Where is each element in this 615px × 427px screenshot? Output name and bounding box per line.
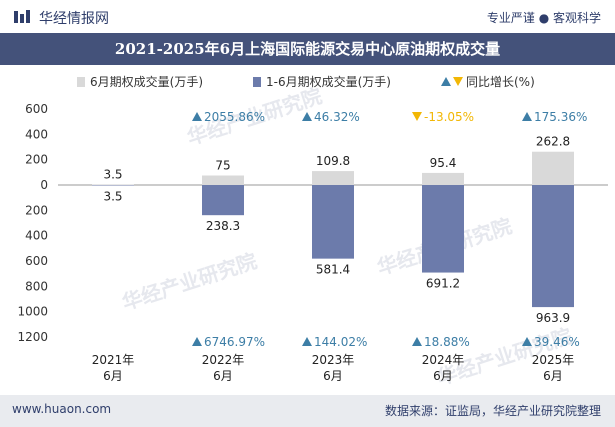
legend-label-growth: 同比增长(%): [466, 75, 535, 89]
data-label-cumulative: 3.5: [103, 189, 122, 203]
x-tick-label: 2023年: [312, 353, 355, 367]
x-tick-label: 2025年: [532, 353, 575, 367]
growth-up-icon: [522, 337, 532, 346]
x-tick-label: 6月: [213, 369, 233, 383]
growth-up-icon: [412, 337, 422, 346]
data-label-monthly: 109.8: [316, 154, 350, 168]
data-label-monthly: 262.8: [536, 135, 570, 149]
y-tick-label: 600: [25, 102, 48, 116]
growth-label-cumulative: 18.88%: [424, 335, 470, 349]
chart: 华经产业研究院华经产业研究院华经产业研究院华经产业研究院6月期权成交量(万手)1…: [17, 74, 608, 390]
data-label-cumulative: 691.2: [426, 277, 460, 291]
x-tick-label: 2024年: [422, 353, 465, 367]
y-tick-label: 1000: [17, 305, 48, 319]
title-bar: [0, 33, 615, 65]
y-tick-label: 200: [25, 153, 48, 167]
x-tick-label: 2021年: [92, 353, 135, 367]
data-source: 数据来源：证监局，华经产业研究院整理: [384, 404, 601, 418]
bar-monthly: [422, 172, 464, 185]
watermark-text: 华经产业研究院: [119, 249, 260, 315]
legend-swatch-cumulative: [253, 77, 261, 87]
bar-monthly: [312, 171, 354, 185]
legend-swatch-monthly: [77, 77, 85, 87]
growth-label-cumulative: 39.46%: [534, 335, 580, 349]
bar-cumulative: [532, 185, 574, 308]
growth-label-monthly: 2055.86%: [204, 110, 265, 124]
website-link[interactable]: www.huaon.com: [12, 402, 112, 416]
growth-label-monthly: -13.05%: [424, 110, 474, 124]
y-tick-label: 800: [25, 279, 48, 293]
growth-up-icon: [522, 112, 532, 121]
data-label-monthly: 75: [215, 159, 230, 173]
bar-cumulative: [202, 185, 244, 216]
growth-label-monthly: 46.32%: [314, 110, 360, 124]
data-label-monthly: 3.5: [103, 168, 122, 182]
growth-down-icon: [412, 112, 422, 121]
legend-down-triangle-icon: [453, 77, 463, 86]
y-tick-label: 400: [25, 127, 48, 141]
footer-bar: [0, 395, 615, 427]
y-tick-label: 200: [25, 203, 48, 217]
growth-up-icon: [192, 112, 202, 121]
data-label-monthly: 95.4: [430, 156, 457, 170]
x-tick-label: 6月: [543, 369, 563, 383]
header-bar: 华经情报网 专业严谨 ● 客观科学: [0, 0, 615, 33]
y-tick-label: 600: [25, 254, 48, 268]
y-tick-label: 400: [25, 229, 48, 243]
x-tick-label: 6月: [323, 369, 343, 383]
growth-up-icon: [302, 337, 312, 346]
x-tick-label: 6月: [433, 369, 453, 383]
growth-label-cumulative: 6746.97%: [204, 335, 265, 349]
bar-cumulative: [312, 185, 354, 259]
data-label-cumulative: 963.9: [536, 311, 570, 325]
x-tick-label: 2022年: [202, 353, 245, 367]
brand-name: 华经情报网: [39, 11, 109, 27]
chart-title: 2021-2025年6月上海国际能源交易中心原油期权成交量: [114, 40, 501, 58]
x-tick-label: 6月: [103, 369, 123, 383]
brand-logo-icon: [14, 10, 30, 23]
legend-up-triangle-icon: [441, 77, 451, 86]
growth-up-icon: [192, 337, 202, 346]
growth-label-monthly: 175.36%: [534, 110, 587, 124]
legend-label-cumulative: 1-6月期权成交量(万手): [266, 74, 391, 89]
data-label-cumulative: 238.3: [206, 219, 240, 233]
data-label-cumulative: 581.4: [316, 263, 350, 277]
bar-monthly: [532, 151, 574, 185]
legend-label-monthly: 6月期权成交量(万手): [90, 74, 203, 89]
growth-label-cumulative: 144.02%: [314, 335, 367, 349]
bar-cumulative: [422, 185, 464, 273]
y-tick-label: 1200: [17, 330, 48, 344]
y-tick-label: 0: [40, 178, 48, 192]
bar-monthly: [202, 175, 244, 185]
tagline: 专业严谨 ● 客观科学: [486, 11, 601, 25]
growth-up-icon: [302, 112, 312, 121]
